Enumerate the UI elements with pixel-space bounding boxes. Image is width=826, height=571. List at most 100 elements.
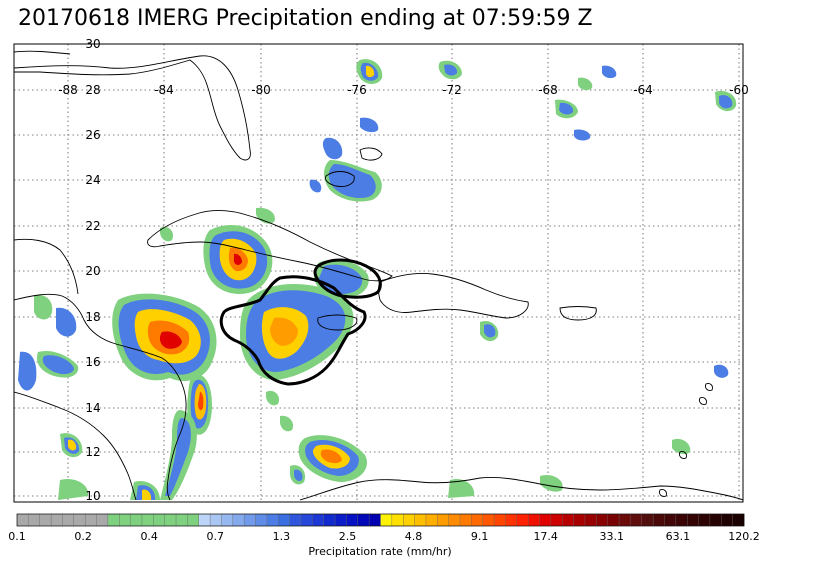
latitude-label: 26 xyxy=(85,128,100,142)
colorbar-swatch xyxy=(130,513,143,527)
colorbar-swatch xyxy=(278,513,291,527)
latitude-label: 20 xyxy=(85,264,100,278)
colorbar-swatch xyxy=(471,513,484,527)
colorbar-tick-label: 0.4 xyxy=(140,530,158,543)
colorbar-swatch xyxy=(539,513,552,527)
precipitation-cells xyxy=(18,59,737,500)
colorbar-swatch xyxy=(459,513,472,527)
colorbar-swatch xyxy=(175,513,188,527)
colorbar-swatch xyxy=(437,513,450,527)
longitude-label: -72 xyxy=(442,83,462,97)
colorbar-frame xyxy=(16,513,745,527)
colorbar-swatch xyxy=(232,513,245,527)
colorbar-tick-label: 2.5 xyxy=(339,530,357,543)
coastlines xyxy=(14,50,743,501)
longitude-label: -84 xyxy=(154,83,174,97)
latitude-label: 18 xyxy=(85,310,100,324)
colorbar-swatch xyxy=(289,513,302,527)
colorbar-swatch xyxy=(300,513,313,527)
colorbar-swatch xyxy=(732,513,745,527)
colorbar-swatch xyxy=(618,513,631,527)
colorbar-swatch xyxy=(141,513,154,527)
latitude-label: 22 xyxy=(85,219,100,233)
colorbar-swatch xyxy=(505,513,518,527)
colorbar-swatch xyxy=(62,513,75,527)
colorbar-swatch xyxy=(73,513,86,527)
colorbar-swatch xyxy=(493,513,506,527)
storm-boundary xyxy=(219,258,382,386)
colorbar-swatch xyxy=(187,513,200,527)
colorbar-swatch xyxy=(482,513,495,527)
colorbar-swatch xyxy=(323,513,336,527)
colorbar-swatch xyxy=(675,513,688,527)
colorbar-swatch xyxy=(550,513,563,527)
colorbar-swatch xyxy=(664,513,677,527)
colorbar-tick-label: 120.2 xyxy=(728,530,760,543)
colorbar-tick-label: 17.4 xyxy=(533,530,558,543)
colorbar-swatch xyxy=(562,513,575,527)
colorbar-swatch xyxy=(698,513,711,527)
colorbar-swatch xyxy=(380,513,393,527)
colorbar-tick-label: 33.1 xyxy=(600,530,625,543)
colorbar-swatch xyxy=(573,513,586,527)
colorbar-swatch xyxy=(266,513,279,527)
colorbar-swatch xyxy=(153,513,166,527)
colorbar-tick-label: 9.1 xyxy=(471,530,489,543)
colorbar-swatch xyxy=(391,513,404,527)
colorbar-swatch xyxy=(425,513,438,527)
colorbar-swatch xyxy=(39,513,52,527)
colorbar-tick-label: 0.2 xyxy=(74,530,92,543)
colorbar-swatch xyxy=(198,513,211,527)
colorbar-swatch xyxy=(107,513,120,527)
longitude-label: -68 xyxy=(538,83,558,97)
colorbar-swatch xyxy=(346,513,359,527)
colorbar-swatch xyxy=(84,513,98,527)
longitude-labels: -88 -84 -80 -76 -72 -68 -64 -60 xyxy=(58,83,749,97)
longitude-label: -88 xyxy=(58,83,78,97)
colorbar-tick-label: 0.1 xyxy=(8,530,26,543)
colorbar-swatch xyxy=(414,513,427,527)
colorbar-tick-label: 63.1 xyxy=(666,530,691,543)
map-frame xyxy=(13,43,744,503)
latitude-label: 12 xyxy=(85,445,100,459)
colorbar-tick-label: 4.8 xyxy=(405,530,423,543)
colorbar-tick-label: 0.7 xyxy=(207,530,225,543)
colorbar-swatch xyxy=(334,513,347,527)
colorbar-swatch xyxy=(221,513,234,527)
colorbar-swatch xyxy=(312,513,325,527)
colorbar-swatch xyxy=(652,513,665,527)
map-title: 20170618 IMERG Precipitation ending at 0… xyxy=(18,6,593,31)
longitude-label: -64 xyxy=(633,83,653,97)
colorbar-swatch xyxy=(607,513,620,527)
colorbar-swatch xyxy=(584,513,597,527)
latitude-label: 14 xyxy=(85,401,100,415)
colorbar-swatch xyxy=(721,513,734,527)
colorbar-swatch xyxy=(119,513,132,527)
colorbar-swatch xyxy=(243,513,257,527)
colorbar-swatch xyxy=(516,513,529,527)
latitude-label: 28 xyxy=(85,83,100,97)
colorbar-tick-labels: 0.1 0.2 0.4 0.7 1.3 2.5 4.8 9.1 17.4 33.1 63.1 120.… xyxy=(8,530,760,543)
colorbar-swatch xyxy=(403,513,416,527)
colorbar-swatch xyxy=(527,513,541,527)
map-area xyxy=(14,44,743,502)
colorbar-swatch xyxy=(596,513,609,527)
colorbar-swatch xyxy=(709,513,722,527)
colorbar-swatch xyxy=(357,513,370,527)
latitude-label: 30 xyxy=(85,37,100,51)
latitude-label: 24 xyxy=(85,173,100,187)
colorbar-swatch xyxy=(255,513,268,527)
colorbar-swatch xyxy=(50,513,63,527)
colorbar-title: Precipitation rate (mm/hr) xyxy=(308,545,451,558)
latitude-label: 10 xyxy=(85,489,100,503)
colorbar-swatch xyxy=(28,513,41,527)
colorbar-tick-label: 1.3 xyxy=(273,530,291,543)
longitude-label: -60 xyxy=(729,83,749,97)
colorbar-swatch xyxy=(641,513,654,527)
colorbar-swatch xyxy=(16,513,29,527)
colorbar-swatch xyxy=(368,513,382,527)
colorbar-swatch xyxy=(687,513,700,527)
colorbar xyxy=(16,513,745,527)
longitude-label: -76 xyxy=(347,83,367,97)
